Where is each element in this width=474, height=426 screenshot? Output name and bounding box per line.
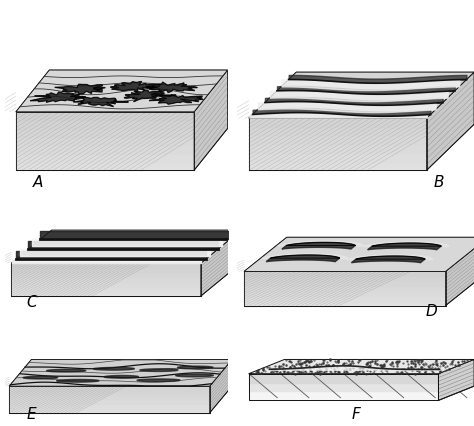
Polygon shape <box>249 360 474 374</box>
Polygon shape <box>282 243 356 250</box>
Polygon shape <box>446 238 474 306</box>
Text: D: D <box>426 303 437 318</box>
Polygon shape <box>244 238 474 272</box>
Polygon shape <box>93 368 135 370</box>
Polygon shape <box>351 256 425 263</box>
Polygon shape <box>140 369 178 371</box>
Polygon shape <box>368 244 441 250</box>
Text: B: B <box>433 175 444 190</box>
Polygon shape <box>16 71 228 112</box>
Polygon shape <box>124 91 176 103</box>
Text: F: F <box>351 406 360 421</box>
Polygon shape <box>244 238 474 272</box>
Polygon shape <box>175 374 213 377</box>
Text: C: C <box>26 295 37 310</box>
Text: E: E <box>27 406 36 421</box>
Polygon shape <box>16 71 228 112</box>
Polygon shape <box>30 93 86 103</box>
Polygon shape <box>147 83 197 93</box>
Polygon shape <box>56 380 99 382</box>
Polygon shape <box>9 360 232 386</box>
Polygon shape <box>363 242 449 247</box>
Polygon shape <box>347 255 433 260</box>
Polygon shape <box>278 242 363 246</box>
Polygon shape <box>137 379 180 382</box>
Polygon shape <box>262 254 347 259</box>
Polygon shape <box>110 82 161 92</box>
Polygon shape <box>23 377 58 379</box>
Polygon shape <box>201 230 241 296</box>
Polygon shape <box>266 256 339 262</box>
Polygon shape <box>73 98 128 107</box>
Polygon shape <box>249 73 474 119</box>
Polygon shape <box>249 73 474 119</box>
Polygon shape <box>194 71 228 171</box>
Polygon shape <box>55 85 105 95</box>
Polygon shape <box>104 376 138 378</box>
Polygon shape <box>177 366 213 369</box>
Polygon shape <box>438 360 474 400</box>
Polygon shape <box>9 360 232 386</box>
Polygon shape <box>11 230 241 264</box>
Polygon shape <box>46 369 86 372</box>
Text: A: A <box>33 175 43 190</box>
Polygon shape <box>149 95 202 105</box>
Polygon shape <box>427 73 474 171</box>
Polygon shape <box>210 360 232 413</box>
Polygon shape <box>11 230 241 264</box>
